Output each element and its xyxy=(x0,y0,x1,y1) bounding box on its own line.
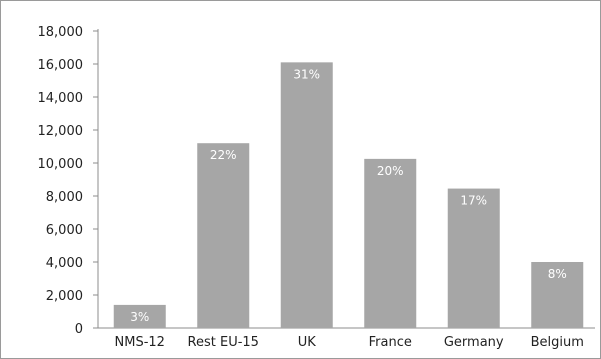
category-label: Belgium xyxy=(531,335,584,350)
category-labels: NMS-12 Rest EU-15 UK France Germany Belgium xyxy=(115,335,584,350)
y-tick-label: 2,000 xyxy=(46,289,83,304)
y-tick-label: 4,000 xyxy=(46,256,83,271)
y-tick-label: 6,000 xyxy=(46,223,83,238)
data-label: 3% xyxy=(130,310,149,324)
category-label: Germany xyxy=(444,335,504,350)
category-label: France xyxy=(369,335,412,350)
category-label: NMS-12 xyxy=(115,335,165,350)
data-label: 8% xyxy=(548,267,567,281)
category-label: UK xyxy=(298,335,317,350)
y-tick-label: 18,000 xyxy=(38,25,84,40)
bar-germany xyxy=(447,188,500,328)
bars xyxy=(113,62,584,328)
bar-uk xyxy=(280,62,333,328)
y-tick-label: 12,000 xyxy=(38,124,84,139)
bar-belgium xyxy=(531,262,584,328)
y-tick-label: 10,000 xyxy=(38,157,84,172)
bar-france xyxy=(364,158,417,328)
data-label: 17% xyxy=(460,194,487,208)
data-label: 22% xyxy=(210,148,237,162)
category-label: Rest EU-15 xyxy=(188,335,259,350)
data-label: 31% xyxy=(293,67,320,81)
bar-rest-eu-15 xyxy=(197,143,250,328)
y-tick-label: 8,000 xyxy=(46,190,83,205)
data-label: 20% xyxy=(377,164,404,178)
y-axis: 0 2,000 4,000 6,000 8,000 10,000 12,000 14,000 1… xyxy=(38,25,99,337)
y-tick-label: 14,000 xyxy=(38,91,84,106)
y-tick-label: 16,000 xyxy=(38,58,84,73)
bar-nms-12 xyxy=(113,304,166,328)
y-tick-label: 0 xyxy=(75,322,83,337)
data-labels: 3% 22% 31% 20% 17% 8% xyxy=(130,67,567,324)
